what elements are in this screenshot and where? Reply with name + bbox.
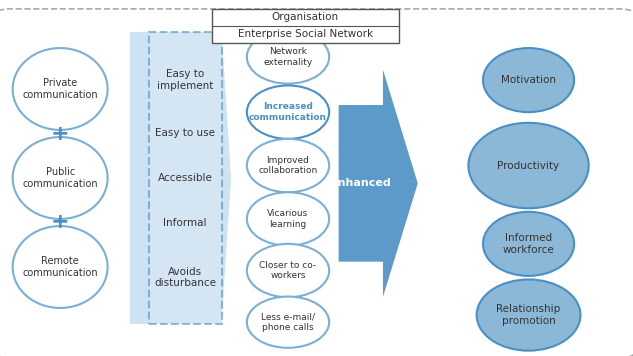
Ellipse shape — [247, 30, 329, 84]
Text: Informed
workforce: Informed workforce — [503, 233, 555, 255]
Ellipse shape — [13, 226, 108, 308]
Ellipse shape — [13, 48, 108, 130]
Ellipse shape — [468, 123, 589, 208]
Bar — [149, 32, 222, 324]
Text: Easy to use: Easy to use — [155, 129, 215, 138]
Text: +: + — [51, 213, 70, 232]
Ellipse shape — [477, 279, 580, 351]
Ellipse shape — [483, 212, 574, 276]
Text: Enhanced: Enhanced — [330, 178, 391, 188]
Text: Productivity: Productivity — [498, 161, 560, 171]
Text: Remote
communication: Remote communication — [22, 256, 98, 278]
Text: Easy to
implement: Easy to implement — [157, 69, 213, 91]
Text: Relationship
promotion: Relationship promotion — [496, 304, 561, 326]
Text: Motivation: Motivation — [501, 75, 556, 85]
Ellipse shape — [247, 139, 329, 192]
Polygon shape — [339, 70, 418, 297]
Text: Public
communication: Public communication — [22, 167, 98, 189]
Ellipse shape — [247, 85, 329, 139]
Text: Private
communication: Private communication — [22, 78, 98, 100]
Text: Accessible: Accessible — [158, 173, 213, 183]
Text: Enterprise Social Network: Enterprise Social Network — [238, 28, 373, 38]
Text: Improved
collaboration: Improved collaboration — [258, 156, 318, 175]
Text: Organisation: Organisation — [272, 12, 339, 22]
Text: Closer to co-
workers: Closer to co- workers — [260, 261, 316, 280]
Text: Less e-mail/
phone calls: Less e-mail/ phone calls — [261, 313, 315, 332]
Ellipse shape — [483, 48, 574, 112]
Polygon shape — [130, 32, 231, 324]
Bar — [212, 9, 399, 43]
Ellipse shape — [247, 297, 329, 348]
Ellipse shape — [247, 192, 329, 246]
Text: Avoids
disturbance: Avoids disturbance — [154, 267, 216, 288]
Ellipse shape — [13, 137, 108, 219]
Text: +: + — [51, 124, 70, 143]
Text: Network
externality: Network externality — [263, 47, 313, 67]
FancyBboxPatch shape — [0, 9, 633, 356]
Text: Informal: Informal — [163, 218, 207, 227]
Text: Increased
communication: Increased communication — [249, 103, 327, 122]
Ellipse shape — [247, 244, 329, 297]
Text: Vicarious
learning: Vicarious learning — [267, 209, 309, 229]
